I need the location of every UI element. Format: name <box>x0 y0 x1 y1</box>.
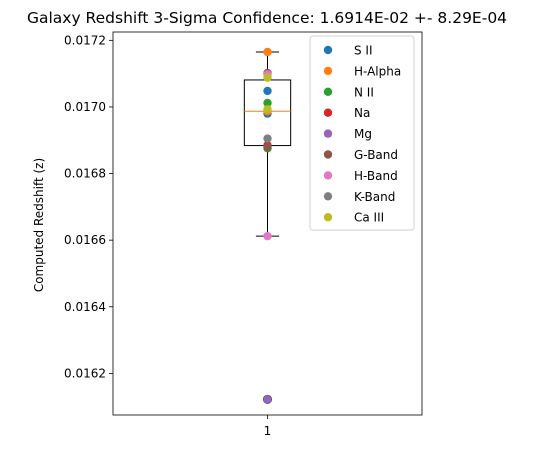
y-tick-label: 0.0172 <box>64 33 106 47</box>
x-tick-label: 1 <box>264 424 272 438</box>
x-axis: 1 <box>264 415 272 438</box>
data-point <box>263 86 272 96</box>
data-point <box>263 231 272 241</box>
legend-marker <box>323 45 333 55</box>
y-tick-label: 0.0168 <box>64 167 106 181</box>
data-point <box>263 395 272 404</box>
legend-label: H-Band <box>354 169 398 183</box>
y-tick-label: 0.0162 <box>64 366 106 380</box>
y-tick-label: 0.0164 <box>64 300 106 314</box>
data-point <box>263 134 272 143</box>
data-point <box>263 105 272 114</box>
data-point <box>263 142 272 152</box>
legend-label: S II <box>354 44 373 58</box>
legend-label: H-Alpha <box>354 64 401 78</box>
data-point <box>263 47 272 57</box>
legend-frame <box>309 35 415 231</box>
chart-title: Galaxy Redshift 3-Sigma Confidence: 1.69… <box>27 9 507 27</box>
legend-label: Mg <box>354 127 372 141</box>
legend-label: Ca III <box>354 211 384 225</box>
y-tick-label: 0.0170 <box>64 100 106 114</box>
legend-marker <box>323 171 333 180</box>
y-axis-label: Computed Redshift (z) <box>32 158 46 292</box>
legend-label: K-Band <box>354 190 395 204</box>
legend-marker <box>323 87 333 97</box>
legend-marker <box>323 66 333 76</box>
legend-marker <box>323 213 333 222</box>
legend-marker <box>323 192 333 201</box>
legend-label: N II <box>354 85 374 99</box>
legend-label: Na <box>354 106 370 120</box>
y-tick-label: 0.0166 <box>64 233 106 247</box>
legend-marker <box>323 129 333 138</box>
data-point <box>263 98 272 108</box>
legend-marker <box>323 108 333 117</box>
data-points <box>263 47 272 404</box>
legend: S II H-Alpha N II Na Mg G-Band H-Band K-Band Ca … <box>309 35 415 231</box>
legend-marker <box>323 150 333 159</box>
y-axis: 0.0162 0.0164 0.0166 0.0168 0.0170 0.0172 <box>64 33 113 380</box>
data-point <box>263 73 272 82</box>
legend-label: G-Band <box>354 148 398 162</box>
